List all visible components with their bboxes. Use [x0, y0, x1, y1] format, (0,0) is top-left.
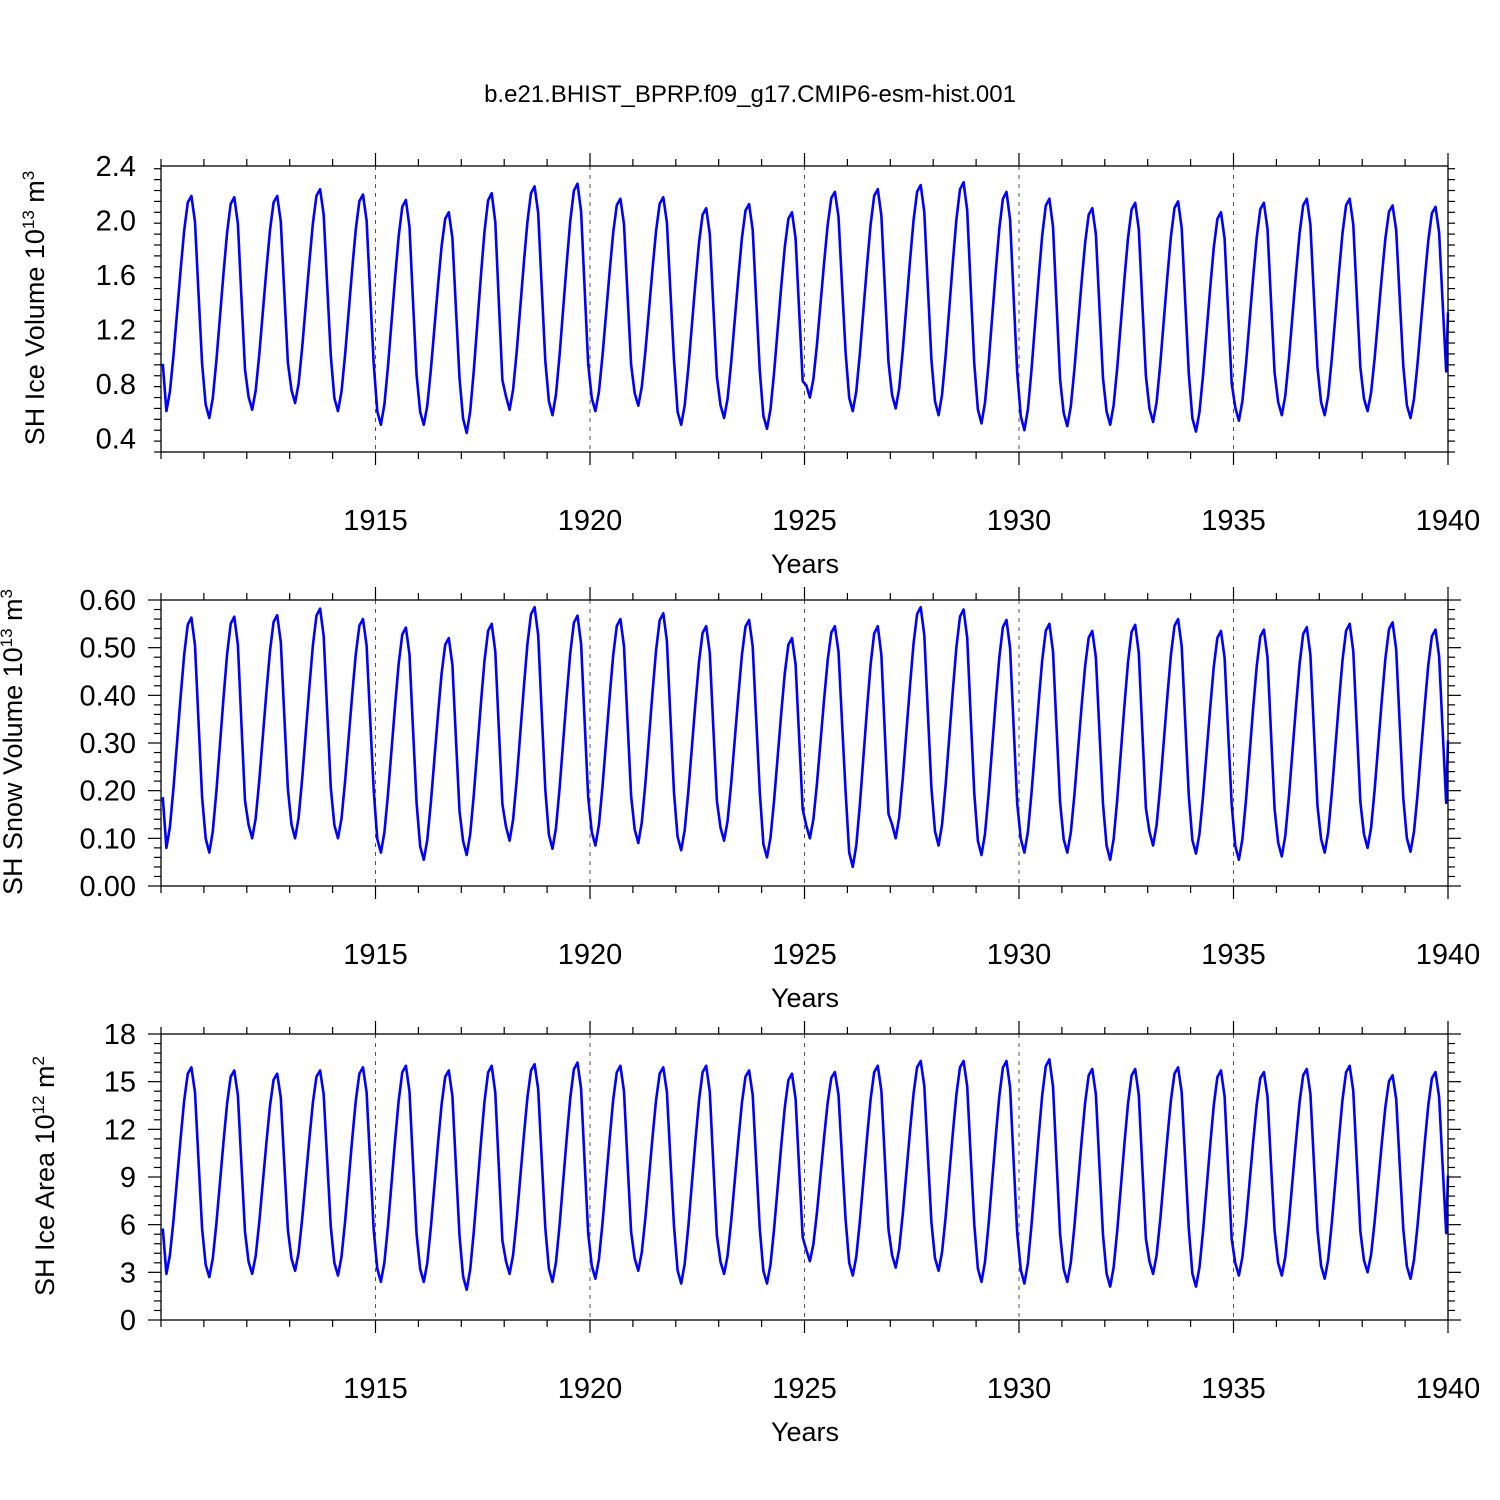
x-tick-label: 1915	[343, 1373, 408, 1405]
y-tick-label: 0.50	[80, 633, 136, 665]
x-tick-label: 1925	[772, 1373, 837, 1405]
y-tick-label: 6	[120, 1210, 136, 1242]
x-tick-label: 1940	[1416, 1373, 1481, 1405]
x-tick-label: 1940	[1416, 939, 1481, 971]
x-tick-label: 1915	[343, 505, 408, 537]
x-tick-label: 1920	[558, 939, 623, 971]
y-tick-label: 0.8	[96, 369, 136, 401]
x-tick-label: 1935	[1201, 939, 1266, 971]
y-tick-label: 2.0	[96, 205, 136, 237]
y-tick-label: 18	[104, 1019, 136, 1051]
y-tick-label: 1.6	[96, 260, 136, 292]
x-axis-label: Years	[771, 1417, 839, 1447]
panel-snow-volume: Years SH Snow Volume 1013 m3 1915 1920 192…	[0, 585, 1480, 1013]
y-tick-label: 0.10	[80, 823, 136, 855]
x-axis-label: Years	[771, 983, 839, 1013]
y-tick-label: 12	[104, 1114, 136, 1146]
y-tick-label: 0.40	[80, 680, 136, 712]
x-tick-label: 1930	[987, 505, 1052, 537]
y-tick-label: 0	[120, 1305, 136, 1337]
x-tick-label: 1935	[1201, 505, 1266, 537]
panel-ice-volume: Years SH Ice Volume 1013 m3 1915 1920 1925…	[19, 151, 1480, 579]
x-tick-label: 1930	[987, 939, 1052, 971]
y-tick-label: 0.20	[80, 776, 136, 808]
x-axis-label: Years	[771, 549, 839, 579]
series-line	[161, 1058, 1450, 1292]
y-axis-label: SH Ice Volume 1013 m3	[19, 171, 50, 446]
y-tick-label: 9	[120, 1162, 136, 1194]
y-tick-label: 1.2	[96, 314, 136, 346]
figure-title: b.e21.BHIST_BPRP.f09_g17.CMIP6-esm-hist.…	[484, 81, 1016, 108]
x-tick-label: 1920	[558, 505, 623, 537]
x-tick-label: 1930	[987, 1373, 1052, 1405]
x-tick-label: 1935	[1201, 1373, 1266, 1405]
series-line	[161, 605, 1450, 869]
y-tick-label: 0.30	[80, 728, 136, 760]
y-tick-label: 0.60	[80, 585, 136, 617]
y-axis-label: SH Snow Volume 1013 m3	[0, 589, 28, 895]
y-tick-label: 15	[104, 1067, 136, 1099]
y-tick-label: 3	[120, 1257, 136, 1289]
series-line	[161, 181, 1450, 435]
x-tick-label: 1920	[558, 1373, 623, 1405]
y-tick-label: 0.00	[80, 871, 136, 903]
x-tick-label: 1940	[1416, 505, 1481, 537]
x-tick-label: 1925	[772, 939, 837, 971]
panel-ice-area: Years SH Ice Area 1012 m2 1915 1920 1925 19…	[29, 1019, 1480, 1447]
x-tick-label: 1915	[343, 939, 408, 971]
x-tick-label: 1925	[772, 505, 837, 537]
y-tick-label: 2.4	[96, 151, 136, 183]
y-axis-label: SH Ice Area 1012 m2	[29, 1056, 60, 1296]
y-tick-label: 0.4	[96, 423, 136, 455]
